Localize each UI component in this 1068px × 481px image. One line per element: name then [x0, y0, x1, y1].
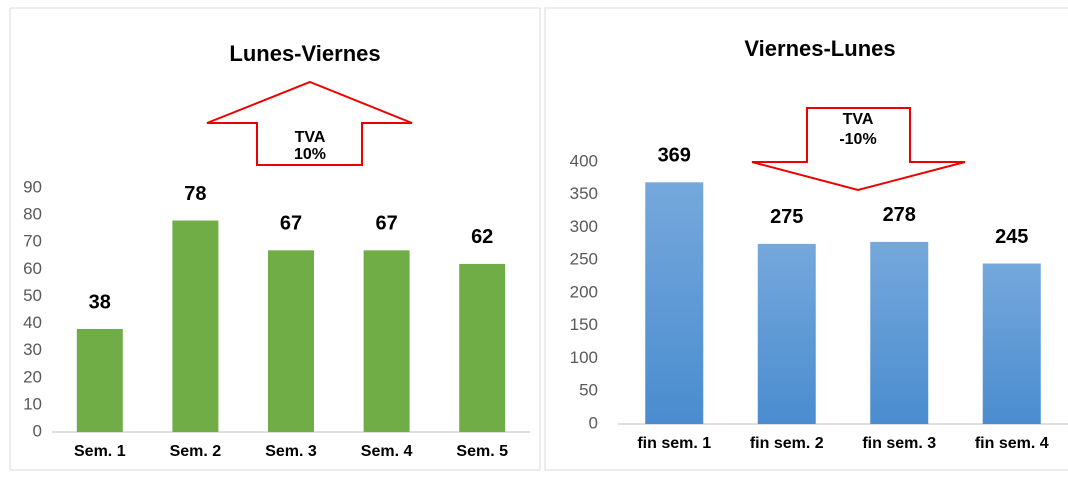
y-tick-label: 0	[589, 413, 598, 432]
annotation: TVA	[295, 129, 326, 146]
y-tick-label: 150	[570, 315, 598, 334]
x-tick-label: Sem. 5	[456, 443, 508, 460]
x-tick-label: fin sem. 4	[975, 435, 1049, 452]
data-label: 278	[883, 204, 916, 226]
data-label: 67	[375, 213, 397, 235]
annotation: 10%	[294, 146, 326, 163]
x-tick-label: Sem. 3	[265, 443, 317, 460]
bar	[363, 250, 410, 432]
bar	[76, 328, 123, 432]
up-arrow	[206, 80, 413, 166]
bar	[172, 220, 219, 432]
chart-title: Viernes-Lunes	[744, 36, 895, 61]
y-tick-label: 50	[579, 381, 598, 400]
x-tick-label: fin sem. 2	[750, 435, 824, 452]
bar	[459, 263, 506, 432]
y-tick-label: 50	[23, 286, 42, 305]
x-tick-label: Sem. 4	[361, 443, 413, 460]
annotation: -10%	[839, 131, 876, 148]
y-tick-label: 20	[23, 367, 42, 386]
y-tick-label: 40	[23, 313, 42, 332]
y-tick-label: 100	[570, 348, 598, 367]
y-tick-label: 70	[23, 232, 42, 251]
y-tick-label: 0	[33, 421, 42, 440]
y-tick-label: 300	[570, 217, 598, 236]
bar	[870, 241, 929, 424]
bar	[645, 182, 704, 424]
x-tick-label: Sem. 1	[74, 443, 126, 460]
data-label: 245	[995, 226, 1028, 248]
y-tick-label: 200	[570, 282, 598, 301]
data-label: 62	[471, 226, 493, 248]
data-label: 67	[280, 213, 302, 235]
data-label: 369	[658, 145, 691, 167]
y-tick-label: 400	[570, 151, 598, 170]
annotation: TVA	[843, 111, 874, 128]
y-tick-label: 250	[570, 250, 598, 269]
y-tick-label: 80	[23, 205, 42, 224]
data-label: 38	[89, 291, 111, 313]
bar	[757, 243, 816, 424]
data-label: 275	[770, 206, 803, 228]
bar	[268, 250, 314, 432]
y-tick-label: 60	[23, 259, 42, 278]
y-tick-label: 90	[23, 177, 42, 196]
chart-title: Lunes-Viernes	[229, 41, 380, 66]
y-tick-label: 10	[23, 394, 42, 413]
data-label: 78	[184, 183, 206, 205]
y-tick-label: 350	[570, 184, 598, 203]
down-arrow	[751, 107, 966, 192]
x-tick-label: Sem. 2	[170, 443, 222, 460]
x-tick-label: fin sem. 1	[637, 435, 711, 452]
y-tick-label: 30	[23, 340, 42, 359]
bar	[982, 263, 1041, 424]
x-tick-label: fin sem. 3	[862, 435, 936, 452]
